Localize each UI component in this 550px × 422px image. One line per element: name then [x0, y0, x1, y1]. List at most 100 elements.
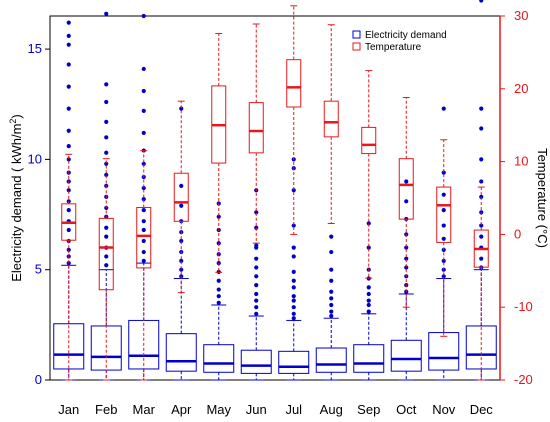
electricity-outlier: [141, 227, 146, 233]
x-tick-label: Nov: [432, 402, 456, 417]
electricity-outlier: [104, 135, 109, 140]
electricity-outlier: [66, 42, 71, 47]
electricity-outlier: [441, 192, 446, 197]
electricity-box-jul-box: [278, 350, 310, 374]
electricity-box-oct-box: [390, 339, 422, 372]
temperature-box-nov-box: [436, 186, 452, 243]
electricity-outlier: [216, 287, 221, 292]
electricity-outlier: [254, 274, 259, 279]
electricity-outlier: [179, 203, 184, 208]
electricity-outlier: [441, 208, 446, 213]
electricity-outlier: [479, 126, 484, 131]
electricity-outlier: [329, 302, 334, 308]
x-tick-label: Mar: [133, 402, 156, 417]
electricity-outlier: [104, 11, 109, 16]
electricity-outlier: [66, 33, 71, 38]
electricity-outlier: [291, 254, 296, 259]
electricity-outlier: [329, 296, 334, 301]
plot-frame: [49, 15, 501, 381]
electricity-outlier: [141, 197, 146, 202]
right-tick-label: 20: [514, 81, 528, 96]
electricity-outlier: [441, 236, 446, 241]
temperature-box-oct: [398, 97, 414, 308]
x-tick-label: May: [206, 402, 231, 417]
electricity-outlier: [141, 238, 146, 244]
right-axis: -20 -10 0 10 20 30: [499, 8, 533, 387]
electricity-outlier: [104, 99, 109, 105]
electricity-outlier: [329, 289, 334, 294]
electricity-box-may: [203, 201, 235, 381]
electricity-box-apr-box: [165, 333, 197, 372]
temperature-box-jul: [286, 5, 302, 235]
right-axis-title: Temperature (°C): [535, 148, 550, 248]
electricity-outlier: [66, 128, 71, 133]
electricity-outlier: [66, 247, 71, 252]
legend-label-electricity: Electricity demand: [365, 30, 447, 41]
electricity-outlier: [104, 172, 109, 177]
x-tick-label: Jul: [285, 402, 302, 417]
electricity-outlier: [141, 258, 146, 263]
electricity-outlier: [479, 0, 484, 3]
legend-label-temperature: Temperature: [365, 42, 422, 53]
electricity-outlier: [291, 188, 296, 193]
legend-key-electricity: [352, 30, 361, 39]
electricity-outlier: [216, 214, 221, 219]
right-tick-label: 0: [514, 226, 521, 241]
temperature-box-oct-box: [398, 158, 414, 220]
electricity-outlier: [329, 249, 334, 255]
electricity-outlier: [104, 225, 109, 230]
electricity-outlier: [66, 84, 71, 89]
right-tick-label: 10: [514, 154, 528, 169]
electricity-outlier: [104, 150, 109, 155]
electricity-outlier: [366, 245, 371, 250]
electricity-outlier: [366, 309, 371, 314]
electricity-outlier: [366, 291, 371, 297]
electricity-outlier: [179, 267, 184, 272]
electricity-outlier: [404, 245, 409, 250]
electricity-outlier: [141, 88, 146, 94]
x-tick-label: Dec: [470, 402, 494, 417]
left-tick-label: 0: [35, 372, 42, 387]
electricity-outlier: [141, 66, 146, 72]
electricity-outlier: [254, 243, 259, 248]
temperature-box-aug: [323, 24, 339, 224]
x-axis: Jan Feb Mar Apr May Jun Jul Aug Sep Oct Nov Dec: [58, 402, 493, 417]
electricity-outlier: [441, 274, 446, 279]
electricity-outlier: [179, 238, 184, 244]
temperature-box-nov: [436, 139, 452, 337]
electricity-outlier: [254, 256, 259, 261]
electricity-outlier: [479, 194, 484, 199]
electricity-box-may-box: [203, 344, 235, 373]
electricity-box-jun-box: [240, 349, 272, 374]
temperature-box-may: [211, 32, 227, 273]
temperature-box-apr: [173, 100, 189, 294]
electricity-outlier: [291, 269, 296, 275]
electricity-outlier: [291, 298, 296, 303]
left-axis: 0 5 10 15: [28, 41, 50, 387]
electricity-outlier: [291, 311, 296, 316]
x-tick-label: Jan: [58, 402, 79, 417]
x-tick-label: Aug: [320, 402, 343, 417]
electricity-outlier: [479, 157, 484, 162]
electricity-outlier: [254, 298, 259, 303]
electricity-outlier: [66, 20, 71, 25]
temperature-box-aug-box: [323, 100, 339, 138]
electricity-outlier: [441, 106, 446, 111]
electricity-outlier: [254, 210, 259, 215]
electricity-outlier: [329, 267, 334, 272]
electricity-outlier: [179, 183, 184, 188]
electricity-outlier: [291, 278, 296, 283]
electricity-box-sep: [353, 221, 385, 381]
electricity-outlier: [104, 119, 109, 124]
electricity-outlier: [329, 309, 334, 314]
right-tick-label: -20: [514, 372, 533, 387]
electricity-outlier: [66, 106, 71, 111]
electricity-outlier: [291, 305, 296, 310]
temperature-box-feb-box: [98, 217, 114, 291]
electricity-outlier: [66, 144, 71, 149]
electricity-box-sep-box: [353, 344, 385, 373]
electricity-outlier: [291, 245, 296, 250]
temperature-box-sep-box: [361, 126, 377, 155]
temperature-box-jun-box: [248, 102, 264, 154]
